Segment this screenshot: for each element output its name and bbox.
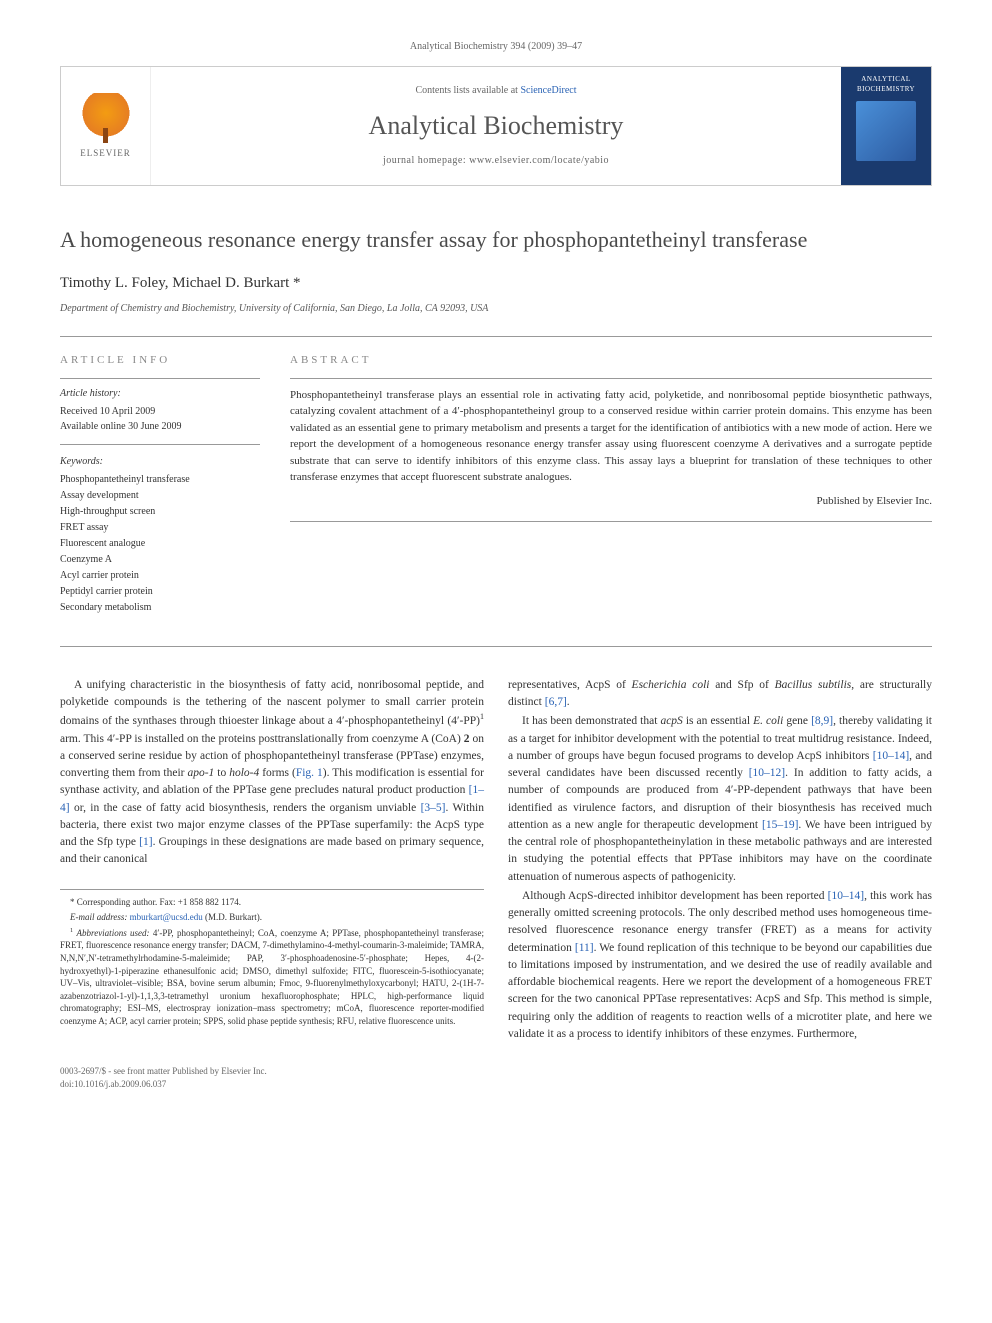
footer: 0003-2697/$ - see front matter Published…	[60, 1065, 932, 1090]
contents-line: Contents lists available at ScienceDirec…	[415, 84, 576, 98]
journal-reference: Analytical Biochemistry 394 (2009) 39–47	[60, 40, 932, 54]
citation-link[interactable]: [10–12]	[749, 767, 785, 779]
keywords-title: Keywords:	[60, 455, 260, 469]
citation-link[interactable]: [11]	[575, 942, 594, 954]
body-text: forms (	[259, 767, 296, 779]
citation-link[interactable]: [3–5]	[421, 802, 446, 814]
divider	[60, 336, 932, 337]
doi-line: doi:10.1016/j.ab.2009.06.037	[60, 1078, 932, 1091]
elsevier-label: ELSEVIER	[80, 147, 131, 160]
keyword: Peptidyl carrier protein	[60, 584, 260, 600]
affiliation: Department of Chemistry and Biochemistry…	[60, 302, 932, 316]
divider	[290, 521, 932, 522]
abstract-column: ABSTRACT Phosphopantetheinyl transferase…	[290, 353, 932, 616]
keyword: Assay development	[60, 488, 260, 504]
body-paragraph: Although AcpS-directed inhibitor develop…	[508, 888, 932, 1043]
keyword: Phosphopantetheinyl transferase	[60, 472, 260, 488]
keyword: Secondary metabolism	[60, 600, 260, 616]
journal-title: Analytical Biochemistry	[369, 108, 624, 144]
contents-prefix: Contents lists available at	[415, 85, 520, 96]
italic-term: acpS	[660, 715, 682, 727]
divider	[60, 378, 260, 379]
publisher-line: Published by Elsevier Inc.	[290, 494, 932, 509]
journal-header-box: ELSEVIER Contents lists available at Sci…	[60, 66, 932, 186]
citation-link[interactable]: [8,9]	[811, 715, 833, 727]
citation-link[interactable]: [10–14]	[873, 750, 909, 762]
keyword: Fluorescent analogue	[60, 536, 260, 552]
elsevier-logo: ELSEVIER	[61, 67, 151, 185]
body-text: A unifying characteristic in the biosynt…	[60, 679, 484, 727]
body-text: Although AcpS-directed inhibitor develop…	[522, 890, 828, 902]
body-paragraph: A unifying characteristic in the biosynt…	[60, 677, 484, 869]
italic-term: holo-4	[229, 767, 259, 779]
online-date: Available online 30 June 2009	[60, 419, 260, 434]
italic-term: apo-1	[187, 767, 214, 779]
abbrev-text: 4′-PP, phosphopantetheinyl; CoA, coenzym…	[60, 928, 484, 1026]
journal-cover-thumbnail: ANALYTICAL BIOCHEMISTRY	[841, 67, 931, 185]
body-column-left: A unifying characteristic in the biosynt…	[60, 677, 484, 1045]
italic-term: Escherichia coli	[632, 679, 710, 691]
abbreviations: 1 Abbreviations used: 4′-PP, phosphopant…	[60, 927, 484, 1028]
body-columns: A unifying characteristic in the biosynt…	[60, 677, 932, 1045]
body-text: It has been demonstrated that	[522, 715, 660, 727]
abbrev-label: Abbreviations used:	[77, 928, 150, 938]
divider	[60, 646, 932, 647]
issn-line: 0003-2697/$ - see front matter Published…	[60, 1065, 932, 1078]
keywords-list: Phosphopantetheinyl transferase Assay de…	[60, 472, 260, 616]
abstract-heading: ABSTRACT	[290, 353, 932, 368]
italic-term: Bacillus subtilis	[775, 679, 852, 691]
corresponding-author: * Corresponding author. Fax: +1 858 882 …	[60, 896, 484, 909]
footnote-marker: 1	[70, 927, 73, 934]
homepage-line: journal homepage: www.elsevier.com/locat…	[383, 154, 609, 168]
article-info-heading: ARTICLE INFO	[60, 353, 260, 368]
keyword: High-throughput screen	[60, 504, 260, 520]
email-line: E-mail address: mburkart@ucsd.edu (M.D. …	[60, 911, 484, 924]
homepage-prefix: journal homepage:	[383, 155, 469, 166]
authors: Timothy L. Foley, Michael D. Burkart *	[60, 273, 932, 294]
cover-title: ANALYTICAL BIOCHEMISTRY	[845, 75, 927, 95]
divider	[60, 444, 260, 445]
keyword: Acyl carrier protein	[60, 568, 260, 584]
sciencedirect-link[interactable]: ScienceDirect	[520, 85, 576, 96]
body-text: or, in the case of fatty acid biosynthes…	[70, 802, 421, 814]
citation-link[interactable]: [1]	[139, 836, 152, 848]
info-abstract-row: ARTICLE INFO Article history: Received 1…	[60, 353, 932, 616]
body-text: to	[214, 767, 229, 779]
email-label: E-mail address:	[70, 912, 130, 922]
citation-link[interactable]: [6,7]	[545, 696, 567, 708]
body-text: arm. This 4′-PP is installed on the prot…	[60, 733, 464, 745]
body-text: (M.D. Burkart).	[203, 912, 262, 922]
body-text: . We found replication of this technique…	[508, 942, 932, 1040]
body-text: is an essential	[683, 715, 753, 727]
citation-link[interactable]: [10–14]	[828, 890, 864, 902]
body-paragraph: It has been demonstrated that acpS is an…	[508, 713, 932, 886]
keyword: FRET assay	[60, 520, 260, 536]
body-paragraph: representatives, AcpS of Escherichia col…	[508, 677, 932, 712]
figure-link[interactable]: Fig. 1	[296, 767, 323, 779]
footnote-marker: 1	[480, 712, 484, 721]
cover-image-icon	[856, 101, 916, 161]
citation-link[interactable]: [15–19]	[762, 819, 798, 831]
email-link[interactable]: mburkart@ucsd.edu	[130, 912, 203, 922]
homepage-url[interactable]: www.elsevier.com/locate/yabio	[469, 155, 609, 166]
article-info-column: ARTICLE INFO Article history: Received 1…	[60, 353, 260, 616]
header-center: Contents lists available at ScienceDirec…	[151, 67, 841, 185]
elsevier-tree-icon	[81, 93, 131, 143]
body-column-right: representatives, AcpS of Escherichia col…	[508, 677, 932, 1045]
abstract-text: Phosphopantetheinyl transferase plays an…	[290, 387, 932, 486]
received-date: Received 10 April 2009	[60, 404, 260, 419]
divider	[290, 378, 932, 379]
italic-term: E. coli	[753, 715, 783, 727]
footnotes: * Corresponding author. Fax: +1 858 882 …	[60, 889, 484, 1028]
history-title: Article history:	[60, 387, 260, 401]
keyword: Coenzyme A	[60, 552, 260, 568]
body-text: gene	[783, 715, 811, 727]
article-title: A homogeneous resonance energy transfer …	[60, 226, 932, 255]
